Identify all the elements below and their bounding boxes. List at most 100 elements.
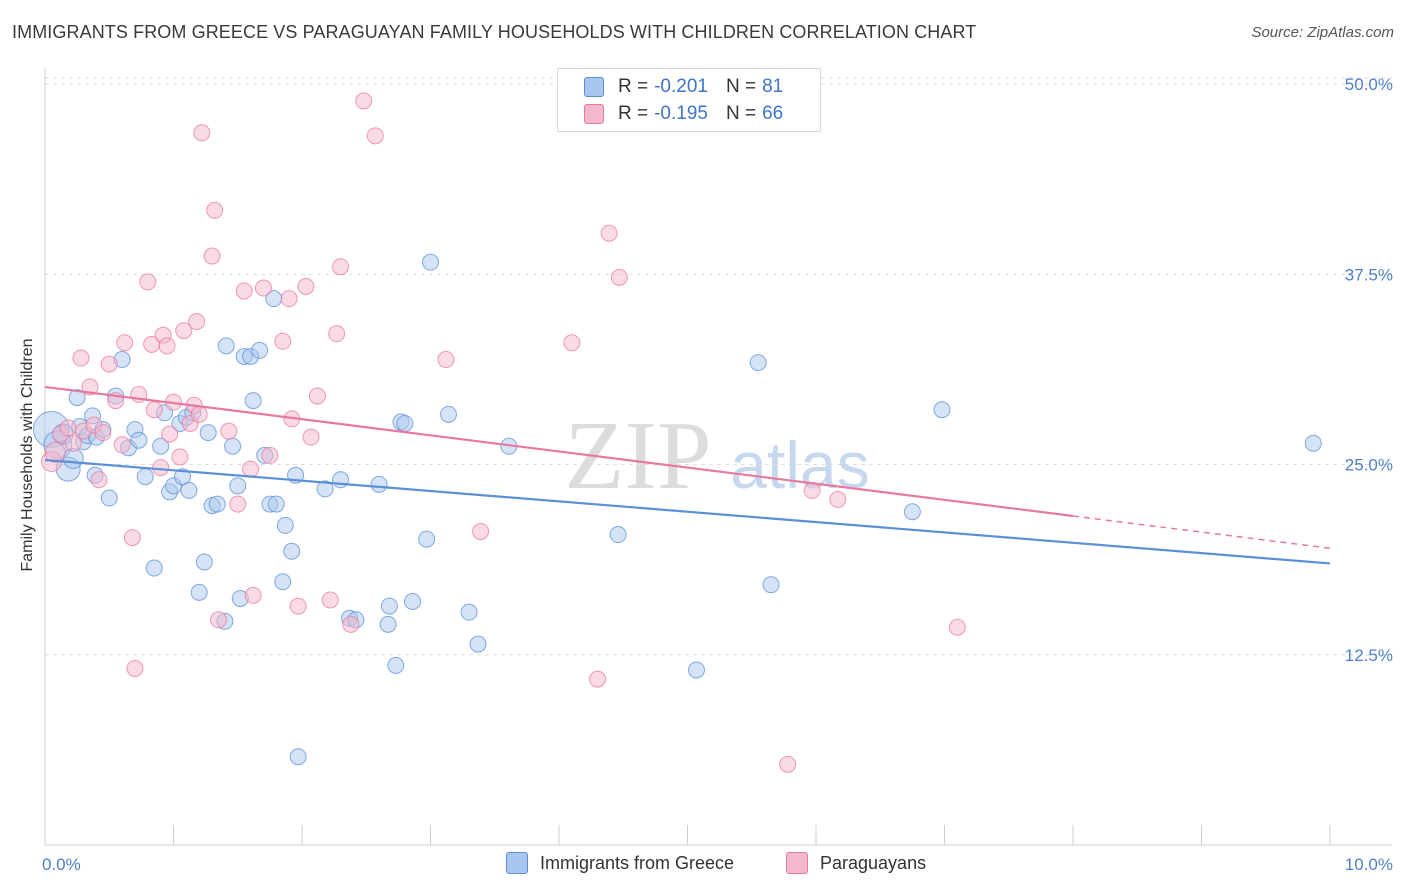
paraguayans-point [171,448,189,466]
paraguayans-legend-swatch [786,852,808,874]
y-tick-label: 25.0% [1345,456,1393,475]
greece-point [136,468,154,486]
paraguayans-point [779,755,797,773]
greece-point [208,495,226,513]
paraguayans-point [472,523,490,541]
greece-point [1304,434,1322,452]
greece-point [903,503,921,521]
greece-legend-label: Immigrants from Greece [540,852,735,873]
paraguayans-point [321,591,339,609]
stats-legend: R = -0.201 N = 81 R = -0.195 N = 66 [557,68,821,132]
axes [44,68,1392,846]
greece-point [289,748,307,766]
paraguayans-point [328,325,346,343]
greece-point [199,424,217,442]
watermark: ZIP atlas [565,402,870,510]
r-value: -0.201 [654,76,708,97]
legend-item-paraguayans[interactable]: Paraguayans [786,852,926,874]
paraguayans-point [297,277,315,295]
paraguayans-point [308,387,326,405]
paraguayans-point [274,332,292,350]
greece-point [460,603,478,621]
n-value: 66 [762,103,784,124]
paraguayans-swatch [584,104,604,124]
greece-point [609,526,627,544]
greece-point [418,530,436,548]
greece-point [180,481,198,499]
greece-point [370,475,388,493]
paraguayans-point [152,459,170,477]
greece-point [933,401,951,419]
paraguayans-point [209,611,227,629]
paraguayans-point [280,290,298,308]
x-tick-label: 10.0% [1345,855,1393,874]
paraguayans-point [175,322,193,340]
greece-point [195,553,213,571]
greece-legend-swatch [506,852,528,874]
paraguayans-point [302,428,320,446]
paraguayans-point [113,436,131,454]
source-credit: Source: ZipAtlas.com [1251,24,1394,41]
greece-point [217,337,235,355]
greece-point [145,559,163,577]
paraguayans-point [206,201,224,219]
paraguayans-point [948,618,966,636]
stats-row-paraguayans: R = -0.195 N = 66 [584,102,783,126]
paraguayans-point [145,401,163,419]
paraguayans-point [366,127,384,145]
paraguayans-legend-label: Paraguayans [820,852,927,873]
greece-point [244,392,262,410]
paraguayans-point [289,597,307,615]
paraguayans-point [81,378,99,396]
greece-point [68,389,86,407]
paraguayans-point [64,434,82,452]
paraguayans-point [220,422,238,440]
greece-point [130,431,148,449]
paraguayans-point [139,273,157,291]
paraguayans-point [600,224,618,242]
greece-point [100,489,118,507]
paraguayans-point [158,337,176,355]
greece-point [422,253,439,271]
paraguayans-point [72,349,90,367]
paraguayans-point [188,312,206,330]
paraguayans-point [244,586,262,604]
greece-point [404,593,422,611]
paraguayans-point [254,279,272,297]
paraguayans-point [116,334,134,352]
greece-point [267,495,285,513]
paraguayans-point [589,670,607,688]
n-label: N = [725,103,757,124]
paraguayans-trend-line-extension [1072,515,1331,549]
paraguayans-point [610,268,628,286]
paraguayans-point [126,659,144,677]
x-tick-label: 0.0% [42,855,81,874]
legend-item-greece[interactable]: Immigrants from Greece [506,852,734,874]
data-points [32,92,1322,773]
greece-point [152,437,170,455]
paraguayans-point [829,491,847,509]
r-value: -0.195 [654,103,708,124]
r-label: R = [618,76,649,97]
greece-point [224,437,242,455]
y-tick-label: 37.5% [1345,265,1393,284]
paraguayans-point [123,529,141,547]
greece-point [439,405,457,423]
greece-point [316,480,334,498]
gridlines [45,77,1392,656]
paraguayans-point [242,460,260,478]
greece-point [762,576,780,594]
greece-point [387,656,405,674]
y-tick-label: 12.5% [1345,646,1393,665]
greece-point [396,414,414,432]
paraguayans-point [563,334,581,352]
greece-point [379,615,397,633]
greece-point [173,468,191,486]
paraguayans-point [355,92,373,110]
n-label: N = [725,76,757,97]
paraguayans-point [229,495,247,513]
paraguayans-point [94,424,112,442]
greece-point [380,597,398,615]
greece-point [469,635,487,653]
chart-title: IMMIGRANTS FROM GREECE VS PARAGUAYAN FAM… [12,22,977,42]
